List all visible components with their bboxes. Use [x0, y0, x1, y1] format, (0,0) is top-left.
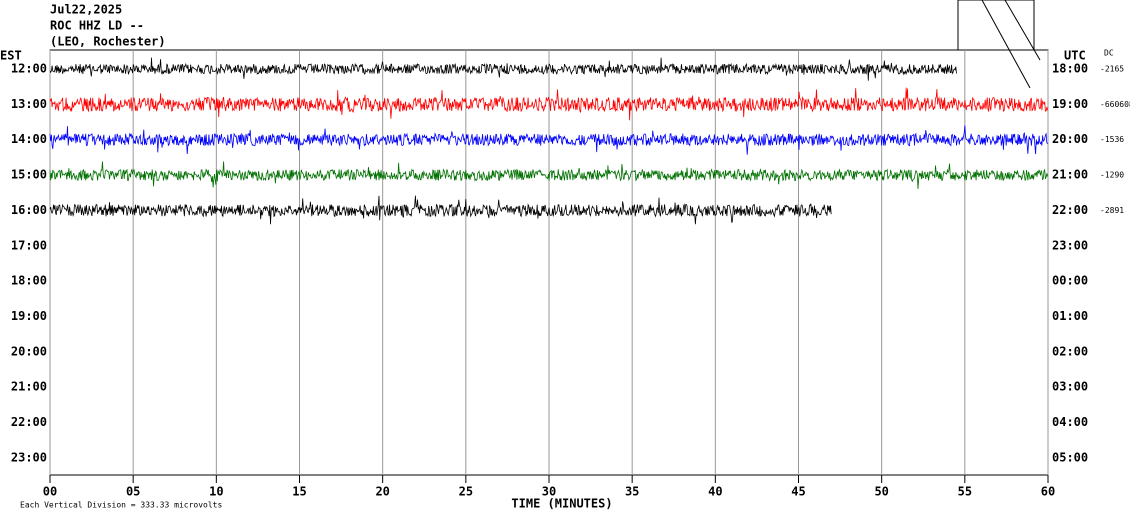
right-axis-title: UTC: [1064, 49, 1086, 63]
est-label: 21:00: [11, 380, 47, 394]
x-tick-label: 45: [791, 485, 805, 499]
seismic-trace: [49, 195, 832, 225]
x-tick-label: 05: [126, 485, 140, 499]
utc-label: 05:00: [1052, 450, 1088, 464]
x-tick-label: 00: [43, 485, 57, 499]
utc-label: 04:00: [1052, 415, 1088, 429]
utc-label: 01:00: [1052, 309, 1088, 323]
dc-label: -1290: [1100, 171, 1124, 180]
dc-label: -6606080: [1100, 100, 1130, 109]
dc-title: DC: [1104, 49, 1114, 58]
title-line: ROC HHZ LD --: [50, 19, 144, 33]
x-tick-label: 10: [209, 485, 223, 499]
est-label: 14:00: [11, 132, 47, 146]
est-label: 15:00: [11, 168, 47, 182]
utc-label: 18:00: [1052, 62, 1088, 76]
inset-box: [957, 0, 1035, 51]
x-axis-label: TIME (MINUTES): [511, 497, 612, 511]
utc-label: 22:00: [1052, 203, 1088, 217]
utc-label: 20:00: [1052, 132, 1088, 146]
utc-label: 19:00: [1052, 97, 1088, 111]
est-label: 12:00: [11, 62, 47, 76]
footer: Each Vertical Division = 333.33 microvol…: [20, 501, 222, 510]
inset-line: [981, 0, 1031, 89]
est-label: 13:00: [11, 97, 47, 111]
seismic-trace: [49, 161, 1048, 189]
utc-label: 02:00: [1052, 344, 1088, 358]
est-label: 19:00: [11, 309, 47, 323]
x-tick-label: 40: [708, 485, 722, 499]
x-tick-label: 30: [542, 485, 556, 499]
seismic-trace: [49, 57, 957, 81]
utc-label: 21:00: [1052, 168, 1088, 182]
x-tick-label: 35: [625, 485, 639, 499]
utc-label: 00:00: [1052, 274, 1088, 288]
est-label: 17:00: [11, 238, 47, 252]
est-label: 23:00: [11, 450, 47, 464]
x-tick-label: 60: [1041, 485, 1055, 499]
utc-label: 03:00: [1052, 380, 1088, 394]
utc-label: 23:00: [1052, 238, 1088, 252]
seismic-trace: [49, 87, 1048, 121]
x-tick-label: 20: [375, 485, 389, 499]
left-axis-title: EST: [0, 49, 22, 63]
inset-line: [1004, 0, 1041, 61]
dc-label: -1536: [1100, 135, 1124, 144]
title-line: Jul22,2025: [50, 3, 122, 17]
dc-label: -2165: [1100, 65, 1124, 74]
x-tick-label: 55: [958, 485, 972, 499]
est-label: 22:00: [11, 415, 47, 429]
dc-label: -2891: [1100, 206, 1124, 215]
seismic-trace: [49, 125, 1048, 155]
est-label: 20:00: [11, 344, 47, 358]
est-label: 18:00: [11, 274, 47, 288]
x-tick-label: 15: [292, 485, 306, 499]
x-tick-label: 25: [459, 485, 473, 499]
title-line: (LEO, Rochester): [50, 35, 166, 49]
x-tick-label: 50: [874, 485, 888, 499]
est-label: 16:00: [11, 203, 47, 217]
